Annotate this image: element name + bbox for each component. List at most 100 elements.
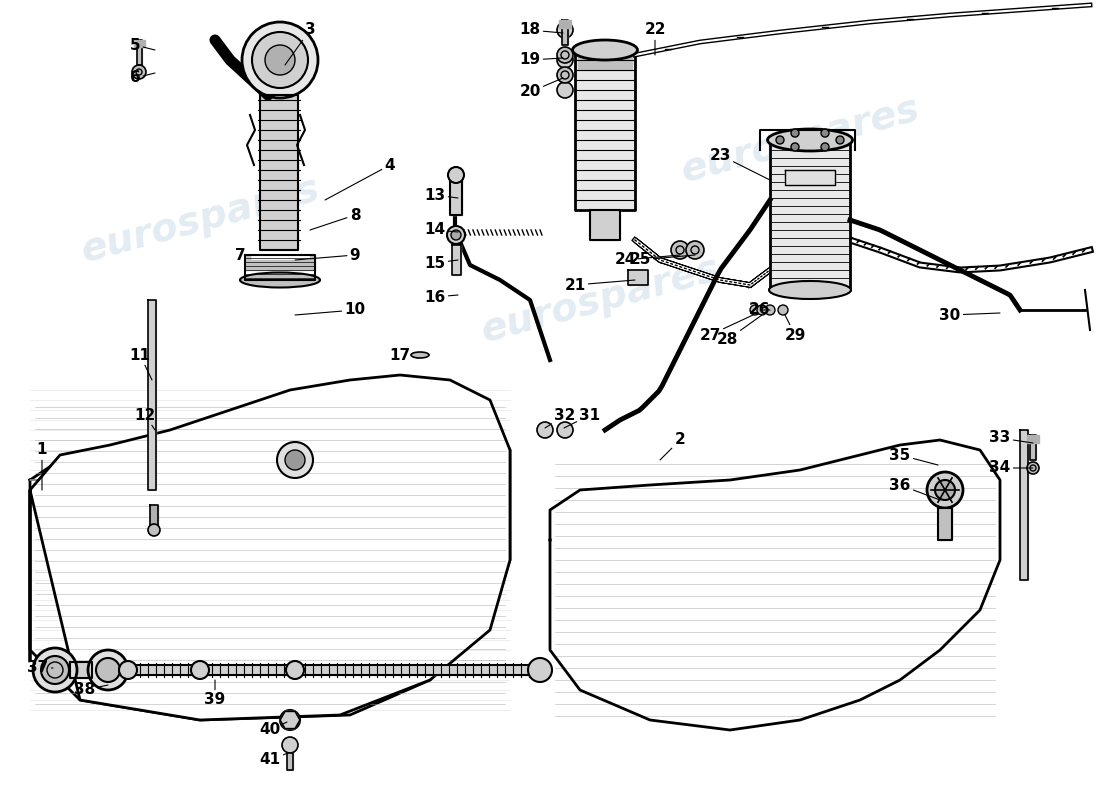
- Text: 11: 11: [130, 347, 152, 380]
- Circle shape: [528, 658, 552, 682]
- Polygon shape: [575, 50, 635, 210]
- Circle shape: [88, 650, 128, 690]
- Circle shape: [33, 648, 77, 692]
- Polygon shape: [770, 140, 850, 290]
- Circle shape: [242, 22, 318, 98]
- Polygon shape: [130, 665, 300, 675]
- Polygon shape: [452, 245, 461, 275]
- Text: 15: 15: [425, 255, 458, 270]
- Circle shape: [148, 524, 159, 536]
- Polygon shape: [245, 255, 315, 270]
- Polygon shape: [295, 665, 540, 675]
- Polygon shape: [590, 210, 620, 240]
- Polygon shape: [559, 20, 571, 28]
- Text: 2: 2: [660, 433, 685, 460]
- Text: 40: 40: [260, 722, 287, 738]
- Circle shape: [285, 450, 305, 470]
- Text: 35: 35: [890, 447, 938, 465]
- Circle shape: [791, 143, 799, 151]
- Text: 32: 32: [544, 407, 575, 428]
- Text: 24: 24: [614, 253, 680, 267]
- Text: 1: 1: [36, 442, 47, 490]
- Circle shape: [1027, 462, 1040, 474]
- Text: 30: 30: [939, 307, 1000, 322]
- Text: 36: 36: [889, 478, 940, 500]
- Polygon shape: [30, 385, 510, 720]
- Text: 28: 28: [716, 315, 762, 347]
- Polygon shape: [260, 95, 298, 250]
- Circle shape: [557, 82, 573, 98]
- Circle shape: [821, 143, 829, 151]
- Text: 7: 7: [234, 247, 255, 262]
- Circle shape: [280, 710, 300, 730]
- Text: 22: 22: [645, 22, 665, 55]
- Circle shape: [265, 45, 295, 75]
- Circle shape: [557, 47, 573, 63]
- Circle shape: [776, 136, 784, 144]
- Circle shape: [764, 305, 776, 315]
- Circle shape: [778, 305, 788, 315]
- Polygon shape: [148, 300, 156, 490]
- Circle shape: [451, 230, 461, 240]
- Ellipse shape: [768, 129, 852, 151]
- Circle shape: [96, 658, 120, 682]
- Text: eurospares: eurospares: [676, 90, 924, 190]
- Circle shape: [557, 52, 573, 68]
- Circle shape: [821, 129, 829, 137]
- Ellipse shape: [769, 281, 851, 299]
- Polygon shape: [30, 375, 510, 720]
- Text: 23: 23: [710, 147, 770, 180]
- Text: 18: 18: [519, 22, 563, 38]
- Text: 19: 19: [519, 53, 563, 67]
- Text: 8: 8: [310, 207, 361, 230]
- Circle shape: [277, 442, 313, 478]
- Polygon shape: [450, 175, 462, 215]
- Text: 34: 34: [989, 461, 1033, 475]
- Text: 41: 41: [260, 753, 288, 767]
- Polygon shape: [1027, 435, 1040, 443]
- Polygon shape: [134, 40, 145, 47]
- Circle shape: [557, 22, 573, 38]
- Circle shape: [41, 656, 69, 684]
- Text: 14: 14: [425, 222, 458, 238]
- Circle shape: [935, 480, 955, 500]
- Text: 38: 38: [75, 682, 108, 698]
- Circle shape: [448, 167, 464, 183]
- Text: 33: 33: [989, 430, 1033, 446]
- Circle shape: [557, 422, 573, 438]
- Polygon shape: [150, 505, 158, 525]
- Text: eurospares: eurospares: [476, 250, 724, 350]
- Text: eurospares: eurospares: [76, 170, 323, 270]
- Circle shape: [537, 422, 553, 438]
- Ellipse shape: [240, 273, 320, 287]
- Text: 13: 13: [425, 187, 458, 202]
- Text: 12: 12: [134, 407, 155, 430]
- Text: 20: 20: [519, 78, 563, 99]
- Circle shape: [927, 472, 962, 508]
- Text: 9: 9: [295, 247, 361, 262]
- Text: 6: 6: [130, 70, 155, 86]
- Circle shape: [557, 67, 573, 83]
- Text: 37: 37: [28, 661, 53, 675]
- Polygon shape: [785, 170, 835, 185]
- Ellipse shape: [411, 352, 429, 358]
- Text: 5: 5: [130, 38, 155, 53]
- Polygon shape: [938, 508, 952, 540]
- Circle shape: [836, 136, 844, 144]
- Circle shape: [119, 661, 138, 679]
- Text: 25: 25: [629, 253, 695, 267]
- Circle shape: [132, 65, 146, 79]
- Polygon shape: [70, 662, 92, 678]
- Text: 16: 16: [425, 290, 458, 305]
- Circle shape: [686, 241, 704, 259]
- Text: 3: 3: [285, 22, 316, 65]
- Text: 26: 26: [749, 302, 771, 318]
- Polygon shape: [628, 270, 648, 285]
- Polygon shape: [287, 753, 293, 770]
- Circle shape: [191, 661, 209, 679]
- Polygon shape: [1020, 430, 1028, 580]
- Text: 10: 10: [295, 302, 365, 318]
- Circle shape: [447, 226, 465, 244]
- Polygon shape: [138, 40, 142, 65]
- Polygon shape: [550, 440, 1000, 730]
